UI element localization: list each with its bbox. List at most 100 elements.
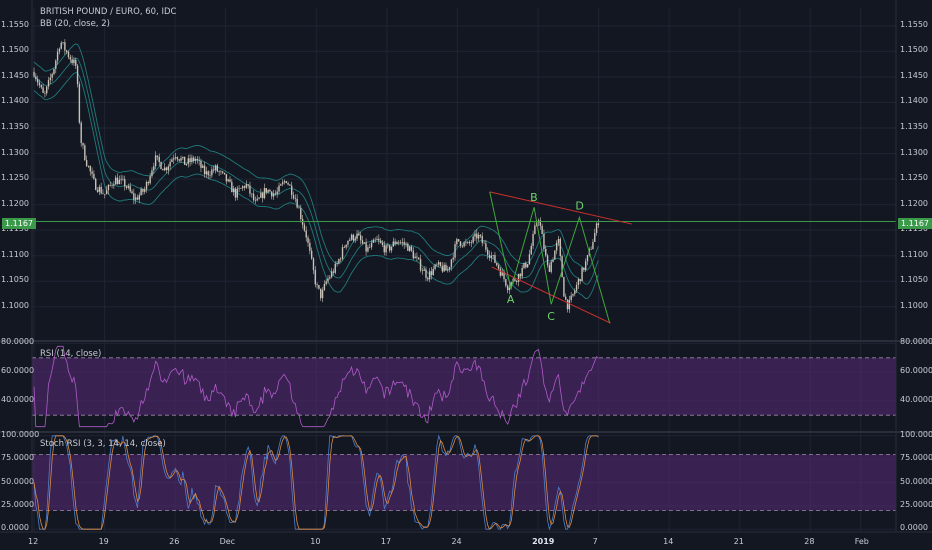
y-tick-label-right: 1.1200 bbox=[900, 198, 928, 208]
candle-body bbox=[252, 193, 255, 201]
candle-body bbox=[545, 248, 547, 256]
candle-body bbox=[118, 179, 121, 185]
candle-body bbox=[231, 181, 233, 193]
candle-body bbox=[349, 239, 351, 241]
candle-body bbox=[136, 197, 139, 200]
candle-body bbox=[196, 159, 199, 161]
y-tick-label-right: 25.0000 bbox=[900, 499, 932, 509]
pattern-drawings[interactable]: A B C D bbox=[32, 191, 896, 324]
candle-body bbox=[441, 266, 444, 272]
candle-body bbox=[205, 171, 208, 175]
candle-body bbox=[185, 163, 188, 165]
candle-body bbox=[294, 198, 297, 200]
candle-body bbox=[64, 42, 66, 51]
candle-body bbox=[40, 85, 42, 88]
candle-body bbox=[546, 255, 549, 266]
candle-body bbox=[447, 269, 449, 271]
candle-body bbox=[256, 198, 258, 201]
candle-body bbox=[367, 247, 369, 252]
candle-body bbox=[410, 246, 413, 251]
x-tick-label: 7 bbox=[592, 537, 598, 546]
candle-body bbox=[430, 271, 433, 276]
candle-body bbox=[376, 238, 378, 240]
x-tick-label: Feb bbox=[854, 537, 869, 546]
y-tick-label-right: 1.1550 bbox=[900, 19, 928, 29]
current-price-tag-left: 1.1167 bbox=[2, 218, 36, 229]
candle-body bbox=[385, 245, 387, 253]
candle-body bbox=[330, 271, 333, 278]
y-tick-label-left: 40.0000 bbox=[1, 394, 35, 404]
candle-body bbox=[577, 279, 580, 286]
bb-indicator-label[interactable]: BB (20, close, 2) bbox=[40, 19, 110, 29]
candle-body bbox=[595, 223, 598, 233]
x-tick-label: 10 bbox=[310, 537, 321, 546]
candle-body bbox=[158, 156, 160, 163]
candle-body bbox=[532, 234, 534, 246]
x-tick-label: Dec bbox=[219, 537, 236, 546]
candle-body bbox=[494, 255, 496, 263]
candle-body bbox=[269, 189, 271, 192]
candle-body bbox=[416, 256, 418, 258]
candle-body bbox=[312, 258, 315, 271]
candle-body bbox=[194, 159, 197, 161]
y-tick-label-right: 75.0000 bbox=[900, 453, 932, 463]
x-tick-label: 14 bbox=[663, 537, 674, 546]
candle-body bbox=[327, 278, 329, 282]
rsi-indicator-label[interactable]: RSI (14, close) bbox=[40, 349, 102, 359]
candle-body bbox=[530, 245, 532, 255]
candle-body bbox=[456, 239, 458, 245]
candle-body bbox=[60, 42, 62, 49]
candle-body bbox=[203, 165, 206, 175]
candle-body bbox=[361, 240, 364, 244]
candle-body bbox=[247, 184, 249, 186]
candle-body bbox=[550, 261, 552, 272]
y-tick-label-left: 1.1250 bbox=[1, 173, 29, 183]
candle-body bbox=[300, 208, 302, 219]
candle-body bbox=[412, 250, 414, 259]
candle-body bbox=[38, 82, 41, 86]
y-tick-label-right: 1.1000 bbox=[900, 300, 928, 310]
candle-body bbox=[338, 259, 340, 264]
candle-body bbox=[396, 242, 398, 245]
candle-body bbox=[142, 189, 144, 192]
candle-body bbox=[325, 281, 327, 285]
candle-body bbox=[249, 185, 251, 194]
y-tick-label-right: 1.1100 bbox=[900, 249, 928, 259]
candle-body bbox=[555, 242, 558, 251]
candle-body bbox=[189, 158, 191, 162]
candle-body bbox=[160, 162, 162, 170]
candle-body bbox=[107, 184, 110, 191]
candle-body bbox=[581, 267, 583, 282]
candle-body bbox=[182, 156, 184, 159]
candle-body bbox=[131, 191, 133, 194]
y-tick-label-right: 80.0000 bbox=[900, 337, 932, 347]
candle-body bbox=[316, 284, 318, 286]
candle-body bbox=[474, 233, 476, 237]
candle-body bbox=[514, 279, 516, 281]
candle-body bbox=[100, 186, 102, 194]
candle-body bbox=[521, 268, 523, 277]
candle-body bbox=[267, 189, 269, 193]
candle-body bbox=[492, 255, 494, 256]
x-tick-label: 28 bbox=[804, 537, 815, 546]
stoch-rsi-indicator-label[interactable]: Stoch RSI (3, 3, 14, 14, close) bbox=[40, 439, 166, 449]
candle-body bbox=[127, 186, 130, 188]
y-tick-label-left: 50.0000 bbox=[1, 476, 35, 486]
candle-body bbox=[479, 234, 482, 236]
candle-body bbox=[129, 186, 131, 192]
candle-body bbox=[434, 264, 436, 269]
candle-body bbox=[222, 171, 224, 173]
candle-body bbox=[147, 182, 150, 184]
candle-body bbox=[223, 172, 226, 175]
candle-body bbox=[163, 167, 166, 171]
candle-body bbox=[358, 233, 360, 236]
candle-body bbox=[557, 238, 560, 243]
candle-body bbox=[437, 262, 440, 265]
candle-body bbox=[481, 235, 483, 243]
candle-body bbox=[584, 261, 587, 271]
candle-body bbox=[154, 155, 157, 167]
pattern-label-a: A bbox=[507, 293, 515, 306]
y-tick-label-right: 1.1400 bbox=[900, 96, 928, 106]
candle-body bbox=[46, 86, 48, 94]
